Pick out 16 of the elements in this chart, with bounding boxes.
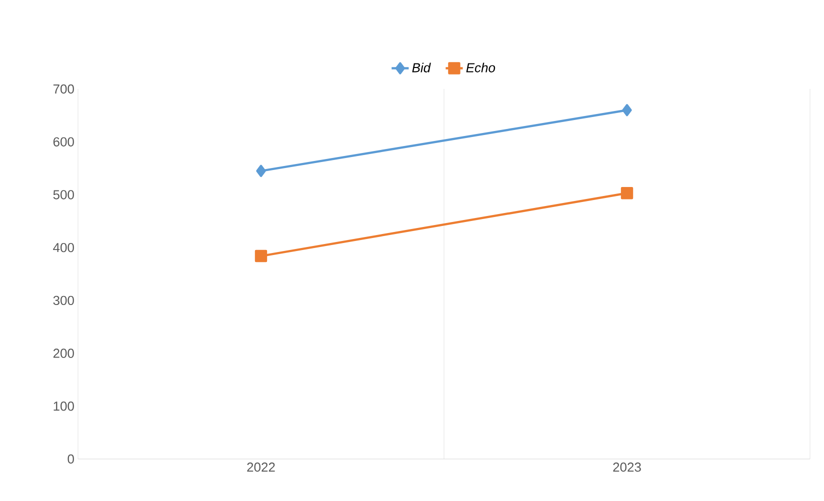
y-tick-label: 700 [53,84,74,94]
legend-label: Echo [466,62,496,72]
y-tick-label: 500 [53,190,74,200]
y-tick-label: 200 [53,348,74,358]
point [254,250,268,262]
x-tick-label: 2022 [247,462,275,472]
y-tick-label: 600 [53,137,74,146]
legend-label: Bid [412,62,431,72]
y-tick-label: 400 [53,242,74,252]
point [256,164,266,178]
point [622,104,632,116]
point [620,187,634,200]
x-tick-label: 2023 [613,462,641,472]
y-tick-label: 100 [54,402,74,411]
y-tick-label: 300 [53,296,74,306]
y-tick-label: 0 [68,454,74,464]
